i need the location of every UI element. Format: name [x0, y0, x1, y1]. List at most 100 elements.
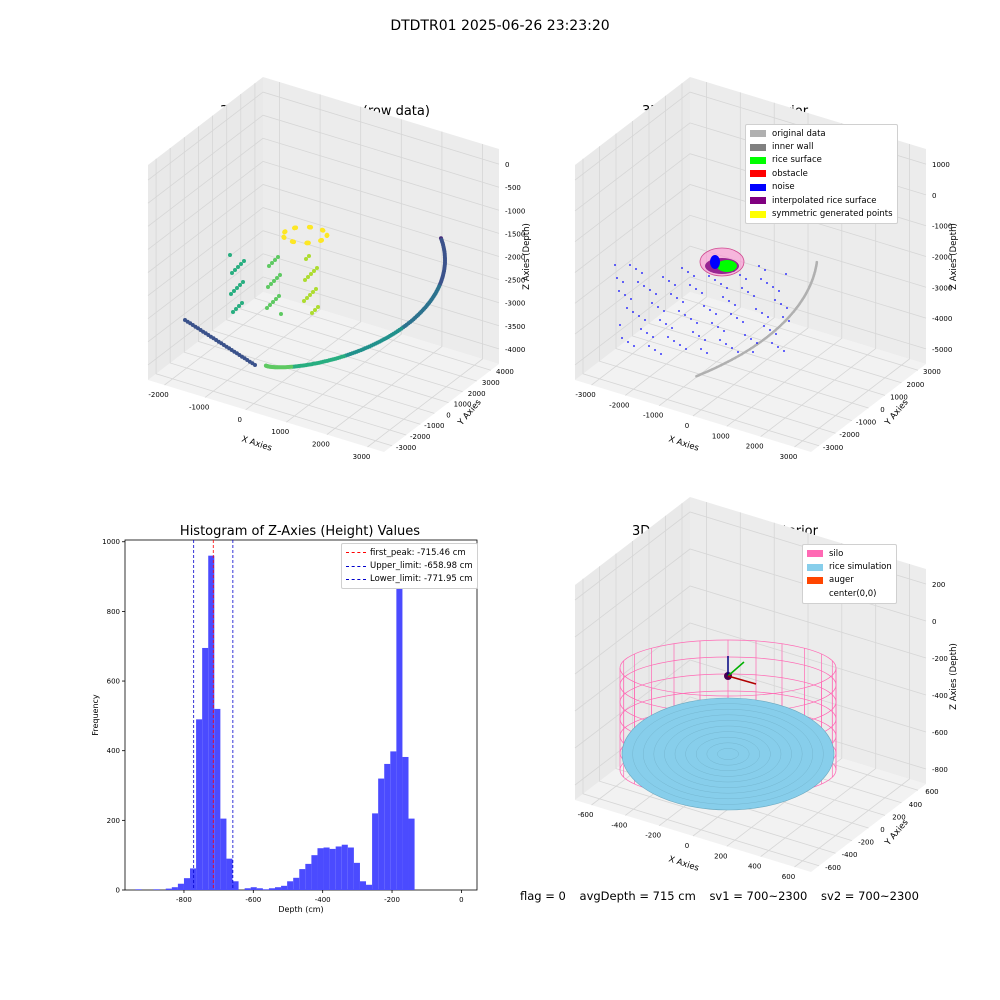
- histogram-bar: [311, 855, 318, 890]
- flag-text: flag = 0: [520, 889, 566, 903]
- plot2-point-noise: [693, 275, 695, 277]
- plot1-point: [240, 301, 244, 305]
- plot1-z-grid: [147, 91, 500, 181]
- plot1-3d-axes: -2000-10000100020003000-3000-2000-100001…: [147, 77, 532, 461]
- plot4-z-grid: [574, 696, 927, 786]
- legend-label: interpolated rice surface: [772, 195, 877, 206]
- legend-label: silo: [829, 548, 844, 559]
- rice-mesh-ring: [674, 725, 782, 783]
- plot2-point-noise: [641, 272, 643, 274]
- histogram-bar: [256, 888, 263, 890]
- plot2-y-grid: [648, 108, 886, 396]
- plot4-legend: silo rice simulation auger center(0,0): [802, 544, 897, 604]
- legend-label: rice simulation: [829, 562, 892, 573]
- plot2-point-noise: [685, 348, 687, 350]
- plot4-y-grid: [615, 553, 853, 841]
- plot2-point-noise: [750, 338, 752, 340]
- rice-mesh-ring: [696, 737, 760, 771]
- plot1-point: [242, 259, 246, 263]
- plot2-y-tick-label: 0: [880, 406, 884, 414]
- plot2-point-noise: [722, 296, 724, 298]
- plot2-point-noise: [752, 351, 754, 353]
- plot1-point: [303, 278, 307, 282]
- plot2-point-noise: [760, 278, 762, 280]
- plot1-z-grid: [147, 114, 500, 204]
- plot4-x-tick-label: -600: [578, 811, 594, 819]
- histogram-bar: [208, 555, 215, 890]
- plot1-point: [314, 287, 318, 291]
- legend-entry: rice surface: [750, 154, 893, 167]
- plot2-point-noise: [766, 282, 768, 284]
- plot2-x-tick-label: 2000: [746, 443, 764, 451]
- histogram-x-tick-label: -800: [176, 896, 192, 904]
- plot4-x-tick-label: 200: [714, 852, 727, 860]
- plot4-z-tick-label: -200: [932, 655, 948, 663]
- plot2-point-noise: [706, 352, 708, 354]
- histogram-bar: [268, 888, 275, 890]
- plot2-z-tick-label: -2000: [932, 254, 952, 262]
- plot2-point-noise: [692, 331, 694, 333]
- plot2-point-noise: [646, 332, 648, 334]
- center-x-arrow: [727, 675, 757, 685]
- plot1-point: [324, 233, 330, 238]
- plot1-point: [271, 300, 275, 304]
- plot4-x-tick-label: -400: [611, 821, 627, 829]
- histogram-y-tick-label: 200: [107, 817, 120, 825]
- plot1-point: [270, 261, 274, 265]
- plot1-z-tick-label: -4000: [505, 346, 525, 354]
- plot4-y-tick-label: -400: [842, 851, 858, 859]
- plot2-point-noise: [763, 325, 765, 327]
- plot4-x-tick-label: 400: [748, 863, 761, 871]
- plot2-point-noise: [761, 312, 763, 314]
- plot1-point: [293, 225, 299, 230]
- plot2-x-axis-label: X Axies: [667, 434, 700, 453]
- plot1-y-grid: [240, 94, 477, 382]
- plot2-y-tick-label: 3000: [923, 368, 941, 376]
- histogram-bar: [226, 858, 233, 890]
- plot2-z-grid: [574, 276, 927, 366]
- plot2-point-noise: [687, 271, 689, 273]
- plot2-point-noise: [736, 317, 738, 319]
- plot1-point: [305, 296, 309, 300]
- plot1-point: [267, 264, 271, 268]
- legend-line-swatch: [346, 565, 366, 567]
- figure-title: DTDTR01 2025-06-26 23:23:20: [390, 18, 610, 34]
- plot2-point-noise: [682, 301, 684, 303]
- plot2-x-tick-label: -2000: [609, 401, 629, 409]
- plot1-point: [289, 239, 295, 244]
- legend-swatch: [750, 130, 766, 138]
- plot4-y-tick-label: 600: [925, 788, 938, 796]
- histogram-y-tick-label: 400: [107, 747, 120, 755]
- plot2-point-noise: [758, 265, 760, 267]
- plot2-point-noise: [676, 297, 678, 299]
- plot4-y-tick-label: 400: [909, 801, 922, 809]
- plot2-point-noise: [690, 318, 692, 320]
- plot2-point-noise: [719, 339, 721, 341]
- plot2-point-noise: [788, 320, 790, 322]
- legend-entry: original data: [750, 127, 893, 140]
- plot1-y-grid: [197, 126, 435, 414]
- plot2-y-grid: [599, 146, 836, 434]
- plot2-point-noise: [662, 276, 664, 278]
- histogram-bar: [183, 878, 191, 890]
- plot1-z-grid: [147, 230, 500, 320]
- plot2-x-grid: [591, 82, 707, 386]
- plot2-y-tick-label: 2000: [907, 381, 925, 389]
- plot2-y-axis-label: Y Axies: [883, 397, 911, 428]
- plot2-x-tick-label: 1000: [712, 432, 730, 440]
- legend-swatch: [750, 170, 766, 178]
- plot1-point: [304, 240, 309, 246]
- plot2-point-noise: [663, 310, 665, 312]
- plot2-point-noise: [785, 273, 787, 275]
- histogram-bar: [232, 881, 239, 890]
- plot2-point-noise: [764, 269, 766, 271]
- plot1-floor-pane: [148, 292, 499, 452]
- histogram-x-tick-label: -600: [245, 896, 261, 904]
- plot2-point-noise: [741, 287, 743, 289]
- plot2-point-noise: [700, 348, 702, 350]
- plot1-z-grid: [147, 184, 500, 273]
- legend-entry: center(0,0): [807, 587, 892, 600]
- plot1-x-grid: [204, 94, 321, 398]
- plot2-z-grid: [574, 245, 927, 335]
- plot2-point-noise: [668, 280, 670, 282]
